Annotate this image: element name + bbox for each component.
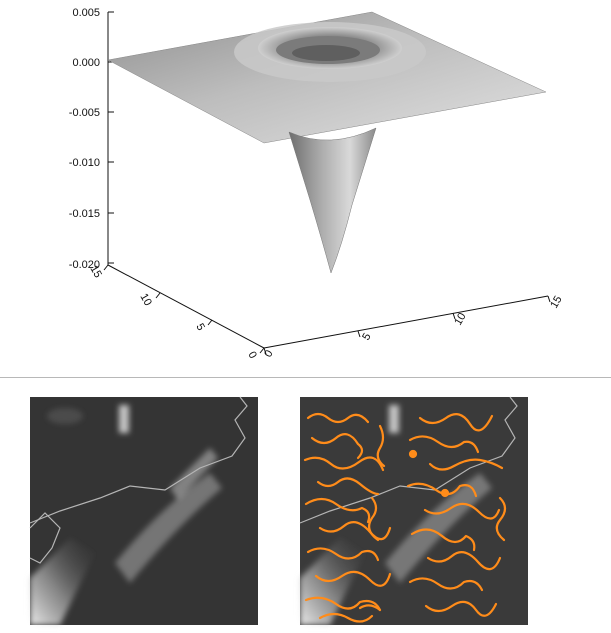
z-tick-label: -0.015 — [69, 208, 100, 220]
surface-mesh — [107, 11, 547, 274]
z-tick-label: 0.005 — [72, 7, 100, 19]
satellite-with-contours-image — [299, 396, 528, 625]
y-tick-labels: 0 5 10 15 — [87, 264, 258, 361]
image-panel — [29, 396, 528, 625]
z-tick-label: -0.020 — [69, 259, 100, 271]
x-axis — [263, 295, 549, 349]
y-axis — [107, 264, 265, 349]
contour-lines — [303, 412, 507, 623]
z-tick-label: 0.000 — [72, 57, 100, 69]
satellite-grayscale-image — [29, 396, 258, 625]
y-tick-label: 5 — [193, 322, 206, 333]
y-tick-label: 15 — [87, 264, 104, 281]
z-tick-label: -0.005 — [69, 107, 100, 119]
x-tick-labels: 0 5 10 15 — [262, 294, 565, 360]
surface-plot: 0.005 0.000 -0.005 -0.010 -0.015 -0.020 … — [69, 7, 565, 361]
x-tick-label: 5 — [360, 331, 373, 342]
z-tick-marks — [108, 11, 114, 264]
x-tick-label: 15 — [548, 294, 565, 311]
z-tick-label: -0.010 — [69, 157, 100, 169]
y-tick-label: 0 — [245, 350, 258, 361]
x-tick-label: 0 — [262, 348, 275, 359]
x-tick-marks — [263, 295, 551, 355]
x-tick-label: 10 — [452, 311, 469, 328]
y-tick-label: 10 — [137, 292, 154, 309]
z-tick-labels: 0.005 0.000 -0.005 -0.010 -0.015 -0.020 — [69, 7, 100, 271]
section-divider — [0, 377, 611, 378]
y-tick-marks — [103, 264, 265, 354]
